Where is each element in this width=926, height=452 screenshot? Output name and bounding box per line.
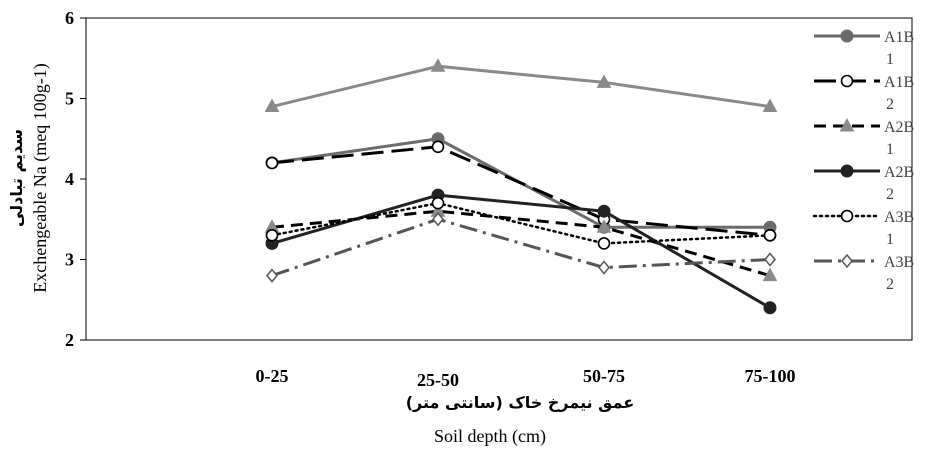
data-point — [762, 267, 778, 282]
data-point — [266, 268, 278, 283]
y-tick-label: 3 — [65, 250, 74, 270]
x-tick-label: 75-100 — [745, 366, 796, 386]
data-point — [265, 156, 279, 170]
data-point — [598, 260, 610, 275]
y-tick-label: 2 — [65, 330, 74, 350]
data-point — [596, 74, 612, 88]
legend-label: A1B — [884, 74, 914, 91]
x-axis-title-fa: عمق نیمرخ خاک (سانتی متر) — [406, 393, 635, 412]
y-axis-title: Exchengeable Na (meq 100g-1) — [30, 63, 51, 292]
y-tick-label: 6 — [65, 8, 74, 28]
data-point — [841, 253, 853, 269]
series-layer — [264, 58, 778, 315]
data-point — [840, 74, 854, 88]
data-point — [764, 252, 776, 267]
data-point — [432, 212, 444, 227]
legend-label: A3B — [884, 209, 914, 226]
series-line — [271, 217, 771, 278]
data-point — [839, 117, 855, 132]
legend-label: A1B — [884, 29, 914, 46]
legend-label: A3B — [884, 254, 914, 271]
data-point — [265, 229, 279, 242]
data-point — [840, 209, 854, 223]
data-point — [430, 58, 446, 72]
data-point — [840, 164, 854, 178]
data-point — [597, 204, 611, 218]
data-point — [762, 98, 778, 113]
legend-label-suffix: 2 — [886, 186, 894, 203]
y-tick-label: 5 — [65, 89, 74, 109]
data-point — [840, 29, 854, 43]
y-axis-title-fa: سدیم تبادلی — [7, 129, 26, 227]
legend-label-suffix: 1 — [886, 231, 894, 248]
data-point — [431, 196, 445, 210]
series-line — [271, 64, 771, 109]
data-point — [763, 301, 777, 315]
y-tick-label: 4 — [65, 169, 74, 189]
series-7 — [266, 212, 776, 283]
legend-label: A2B — [884, 119, 914, 136]
x-tick-label: 0-25 — [256, 366, 289, 386]
legend-label: A2B — [884, 164, 914, 181]
plot-area — [85, 17, 913, 341]
series-4 — [264, 203, 778, 282]
x-axis-title: Soil depth (cm) — [434, 426, 546, 447]
legend-label-suffix: 1 — [886, 141, 894, 158]
series-line — [270, 201, 772, 245]
data-point — [597, 237, 611, 250]
legend-label-suffix: 2 — [886, 96, 894, 113]
legend-label-suffix: 1 — [886, 51, 894, 68]
x-tick-label: 25-50 — [417, 370, 459, 390]
data-point — [264, 98, 280, 113]
data-point — [763, 229, 777, 242]
x-tick-label: 50-75 — [583, 366, 625, 386]
series-line — [271, 145, 771, 237]
series-6 — [265, 196, 777, 250]
series-1 — [264, 58, 778, 113]
legend-label-suffix: 2 — [886, 276, 894, 293]
axes: 2 3 4 5 6 0-25 25-50 50-75 75-100 — [65, 8, 913, 390]
data-point — [431, 140, 445, 154]
data-point — [596, 219, 612, 233]
